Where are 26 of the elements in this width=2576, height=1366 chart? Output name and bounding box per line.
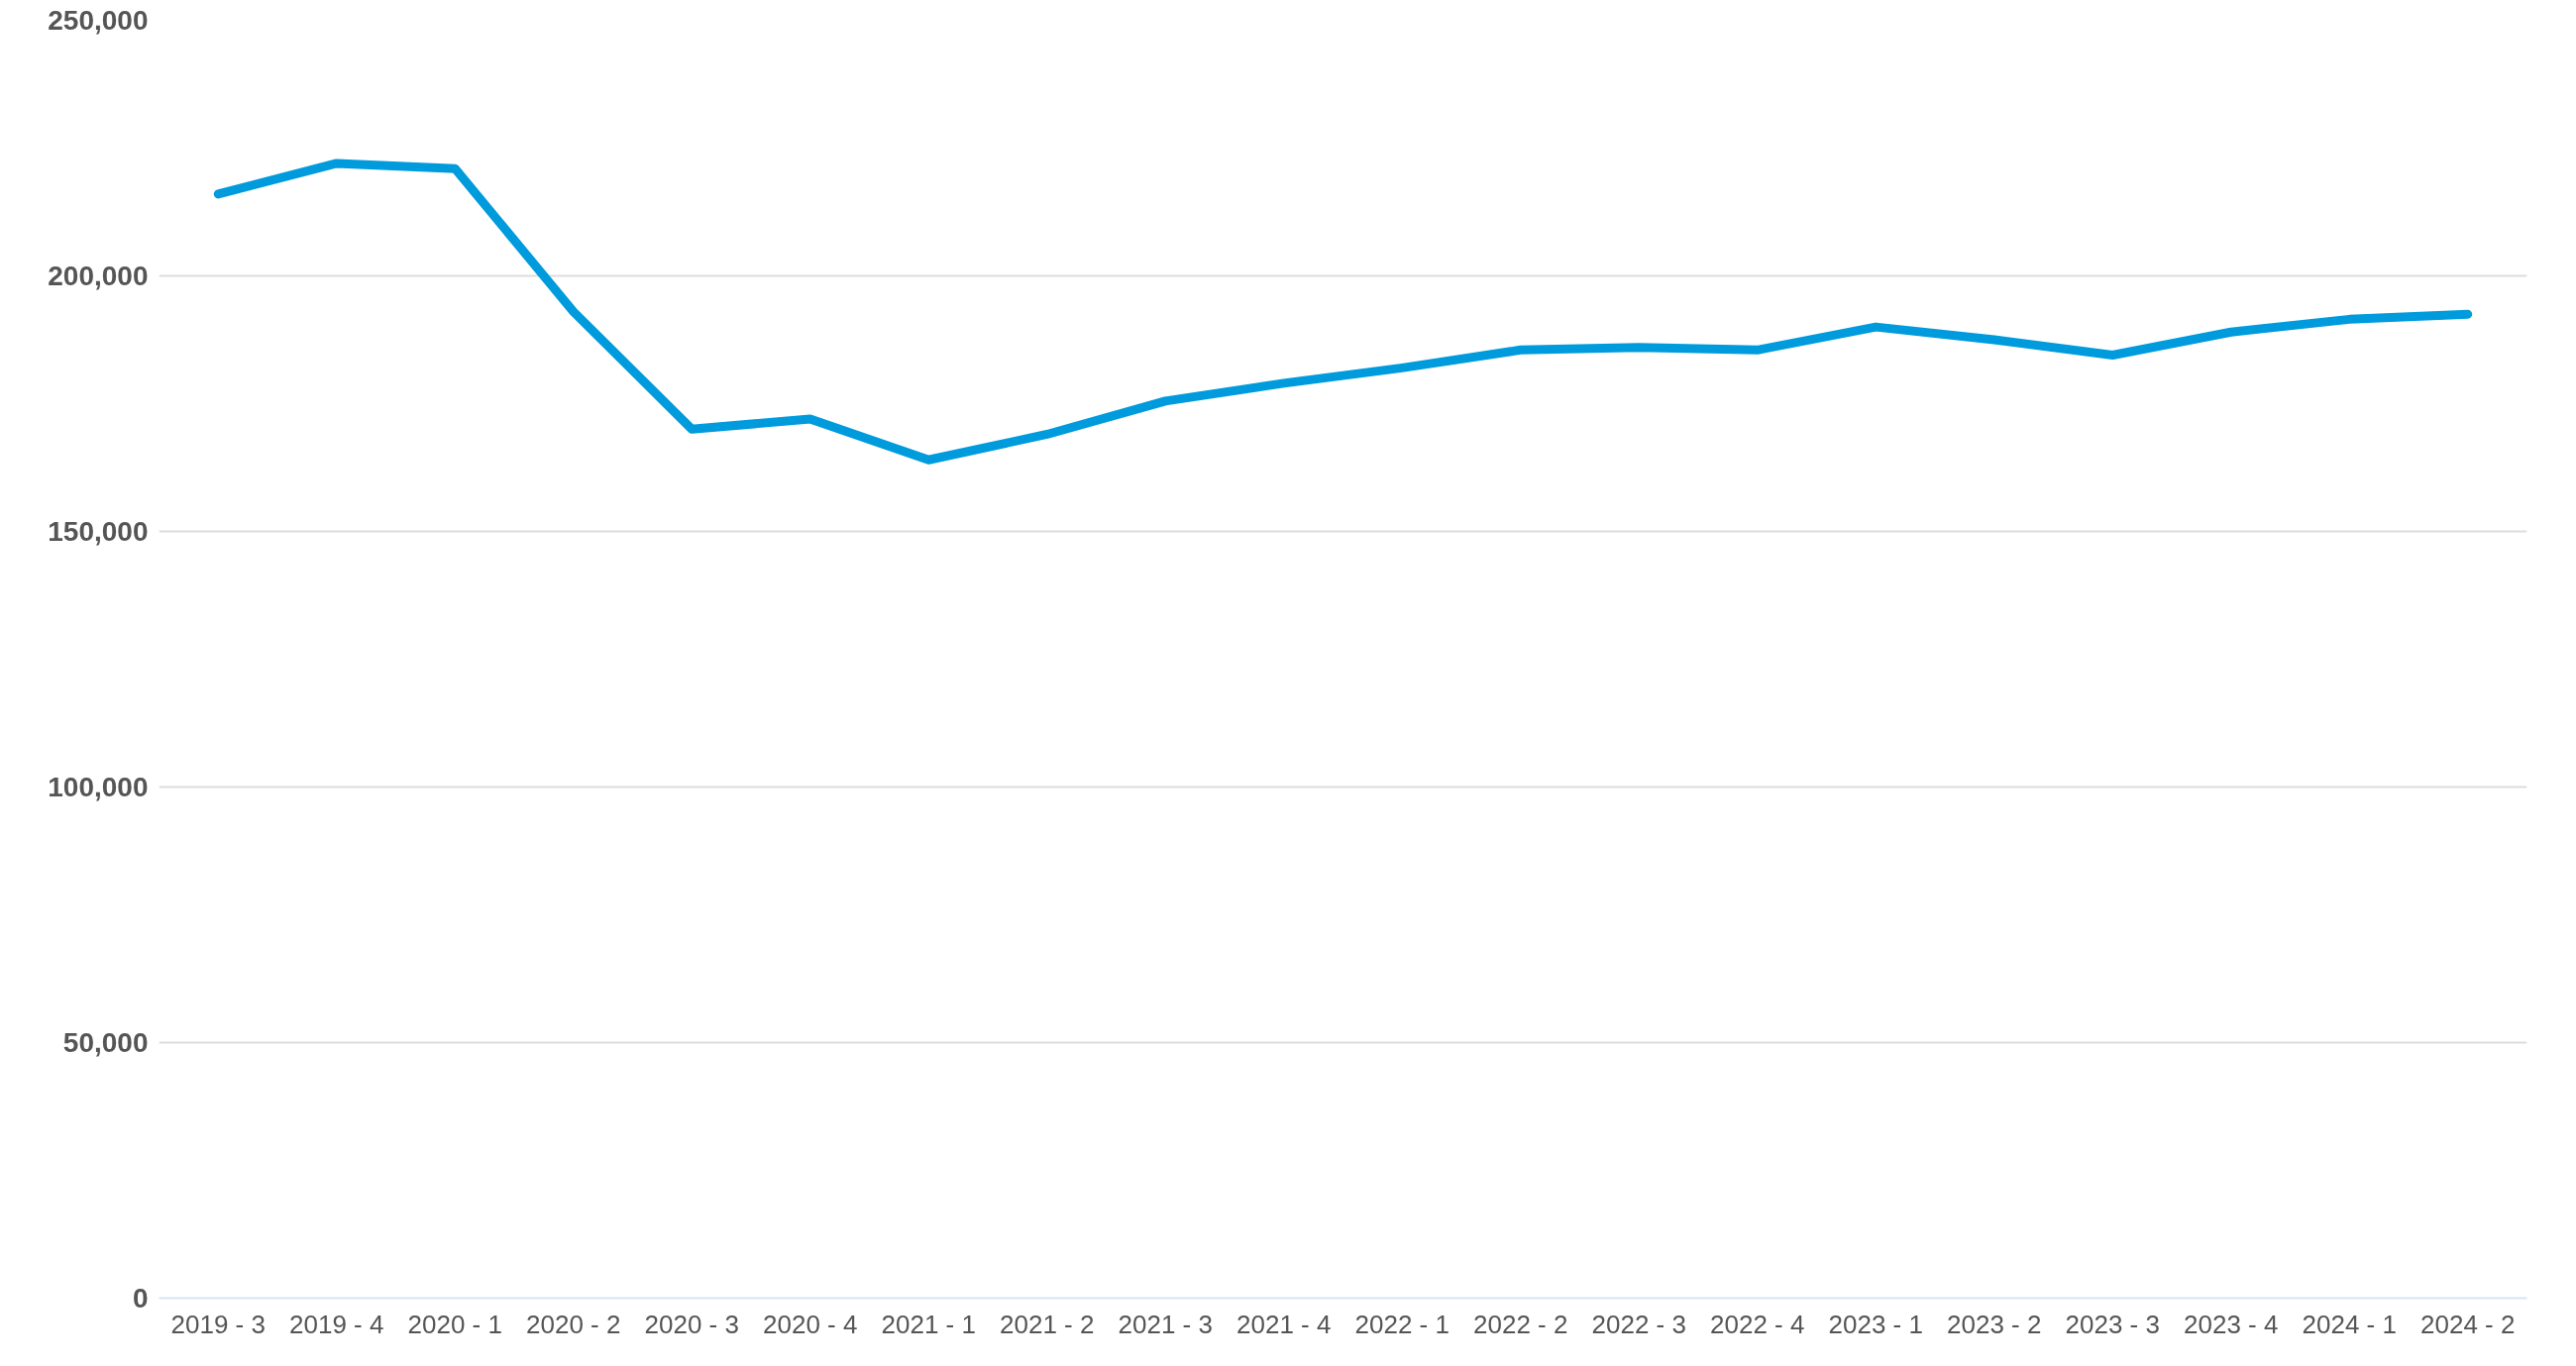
y-tick-label: 50,000 bbox=[62, 1027, 149, 1058]
x-tick-label: 2022 - 4 bbox=[1710, 1309, 1805, 1339]
x-tick-label: 2022 - 3 bbox=[1591, 1309, 1686, 1339]
x-tick-label: 2023 - 4 bbox=[2184, 1309, 2279, 1339]
y-tick-label: 100,000 bbox=[48, 772, 149, 802]
x-tick-label: 2020 - 2 bbox=[526, 1309, 621, 1339]
x-tick-label: 2023 - 1 bbox=[1828, 1309, 1923, 1339]
x-tick-label: 2022 - 2 bbox=[1473, 1309, 1568, 1339]
x-tick-label: 2019 - 3 bbox=[170, 1309, 266, 1339]
x-tick-label: 2021 - 3 bbox=[1118, 1309, 1213, 1339]
x-tick-label: 2020 - 4 bbox=[763, 1309, 858, 1339]
y-tick-label: 250,000 bbox=[48, 5, 149, 36]
x-tick-label: 2021 - 4 bbox=[1236, 1309, 1332, 1339]
x-tick-label: 2022 - 1 bbox=[1354, 1309, 1449, 1339]
x-tick-label: 2020 - 3 bbox=[644, 1309, 739, 1339]
x-tick-label: 2021 - 2 bbox=[1000, 1309, 1095, 1339]
x-tick-label: 2023 - 3 bbox=[2065, 1309, 2160, 1339]
y-tick-label: 150,000 bbox=[48, 516, 149, 547]
y-tick-label: 200,000 bbox=[48, 261, 149, 291]
x-tick-label: 2019 - 4 bbox=[289, 1309, 384, 1339]
x-tick-label: 2020 - 1 bbox=[407, 1309, 502, 1339]
y-tick-label: 0 bbox=[132, 1283, 149, 1313]
x-tick-label: 2024 - 1 bbox=[2302, 1309, 2397, 1339]
x-tick-label: 2024 - 2 bbox=[2420, 1309, 2516, 1339]
x-tick-label: 2021 - 1 bbox=[881, 1309, 976, 1339]
x-tick-label: 2023 - 2 bbox=[1947, 1309, 2042, 1339]
